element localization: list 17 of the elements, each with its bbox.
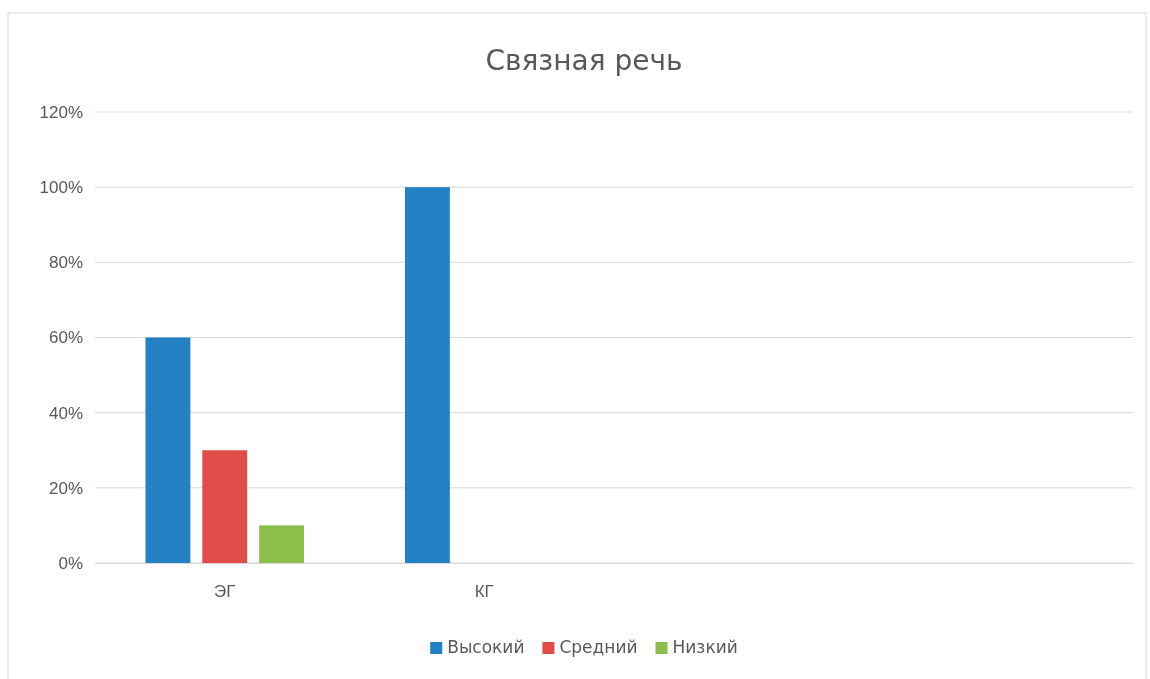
y-tick-label: 40% [48, 403, 83, 423]
legend-label: Высокий [447, 637, 525, 657]
bar [202, 450, 248, 563]
y-tick-label: 20% [48, 478, 83, 498]
y-tick-label: 100% [39, 178, 83, 198]
legend-label: Низкий [672, 637, 738, 657]
y-tick-label: 0% [58, 553, 83, 573]
bar [259, 525, 305, 563]
bar [145, 337, 191, 563]
x-tick-label: ЭГ [214, 582, 236, 602]
y-tick-label: 80% [48, 253, 83, 273]
chart-title: Связная речь [485, 44, 683, 77]
y-tick-label: 120% [39, 102, 83, 122]
y-tick-label: 60% [48, 328, 83, 348]
legend-label: Средний [559, 637, 638, 657]
x-tick-label: КГ [474, 582, 494, 602]
bar [404, 187, 450, 563]
